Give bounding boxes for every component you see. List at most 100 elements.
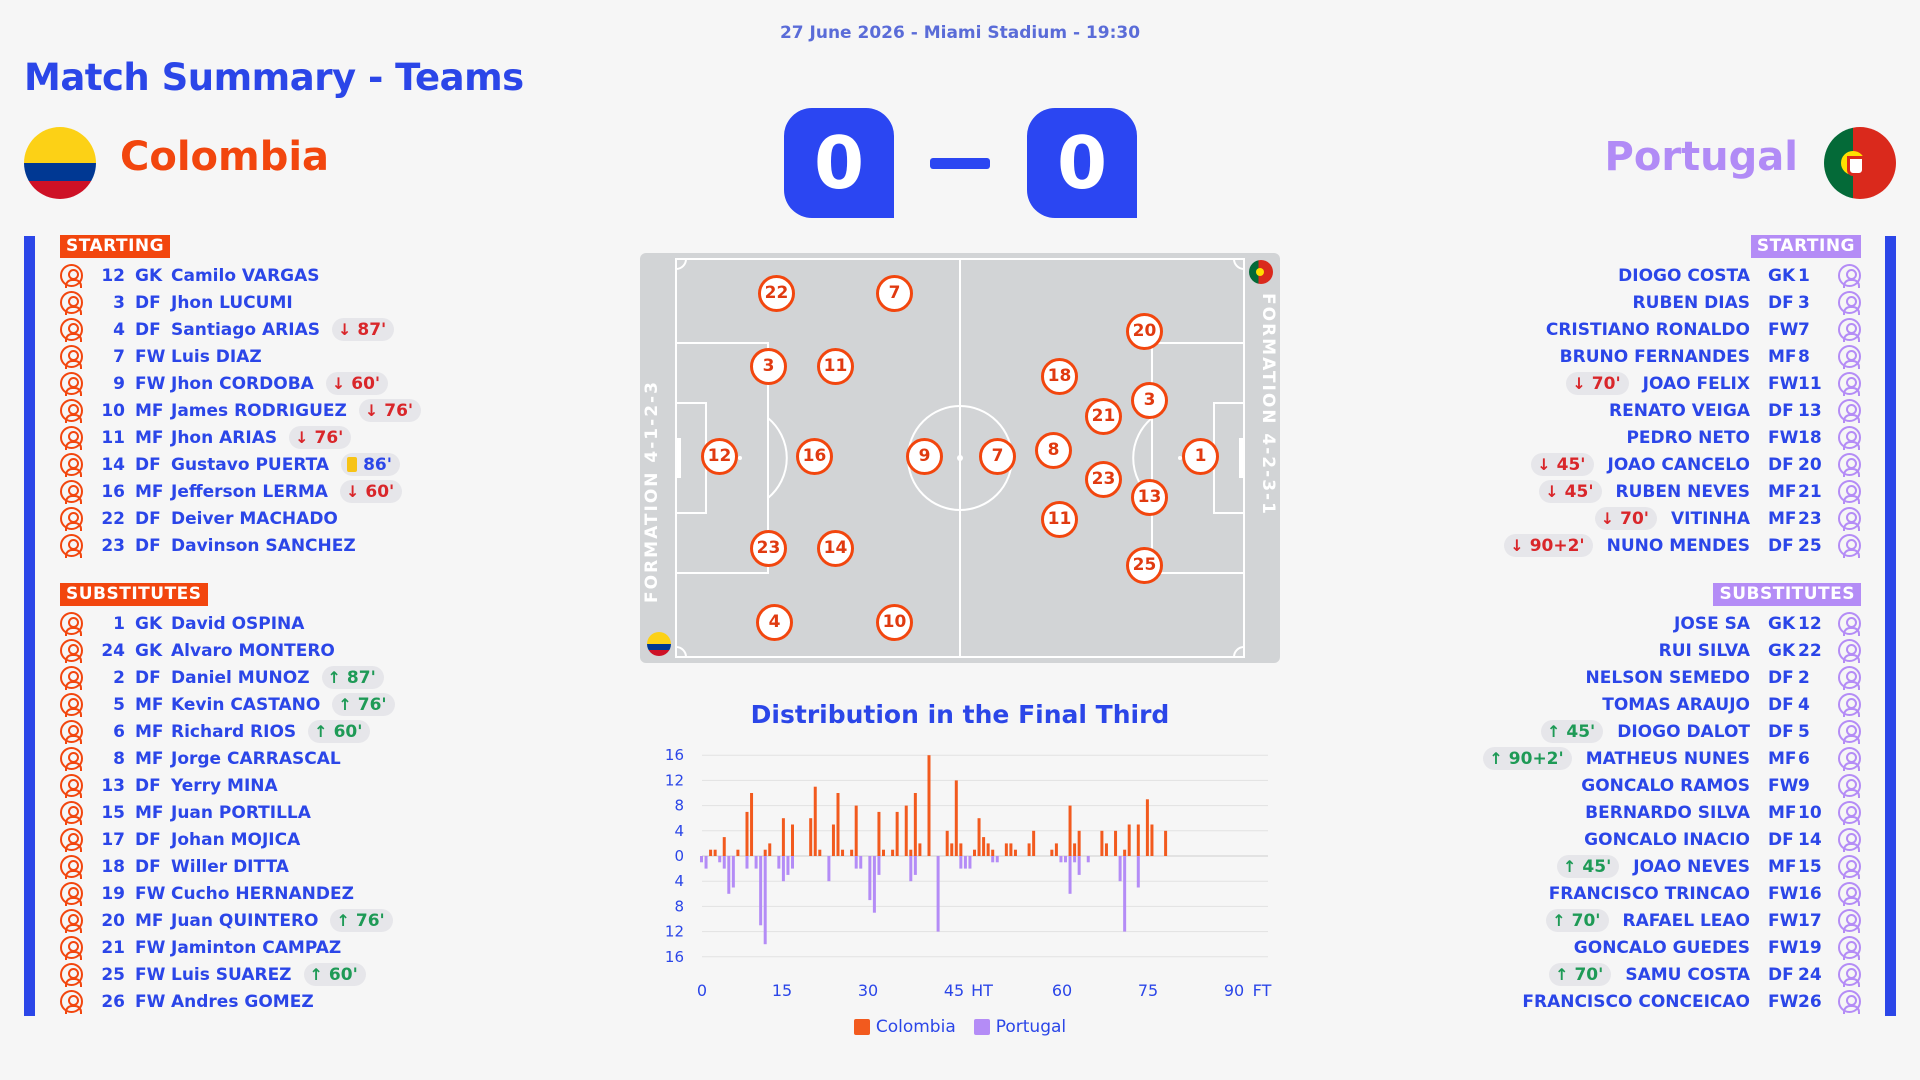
player-number: 10 [101,400,125,421]
colombia-bar [1054,843,1058,856]
substitution-badge: ↑ 70' [1546,909,1609,932]
home-starting-label: STARTING [60,235,171,258]
event-minute: 45' [1566,721,1596,742]
player-icon [60,909,83,933]
player-number: 23 [1798,508,1822,529]
player-name: Willer DITTA [171,856,289,877]
player-icon [1838,291,1861,315]
home-player-marker: 10 [876,604,913,641]
player-number: 17 [1798,910,1822,931]
away-player-marker: 3 [1131,382,1168,419]
player-number: 8 [113,748,125,769]
player-icon [1838,345,1861,369]
event-minute: 76' [355,910,385,931]
colombia-bar [791,824,794,856]
player-row: ↑ 90+2' MATHEUS NUNES MF 6 [1483,745,1861,772]
away-player-marker: 18 [1041,358,1078,395]
event-minute: 76' [314,427,344,448]
player-row: BERNARDO SILVA MF 10 [1483,799,1861,826]
player-name: Jhon LUCUMI [171,292,293,313]
player-icon [60,693,83,717]
player-icon [60,801,83,825]
player-number: 3 [113,292,125,313]
portugal-bar [781,856,785,882]
substitution-badge: ↓ 45' [1531,453,1594,476]
player-position: DF [1768,721,1794,742]
player-number: 4 [113,319,125,340]
player-position: MF [1768,856,1797,877]
arrow-down-icon: ↓ [345,482,360,501]
away-player-marker: 8 [1035,432,1072,469]
colombia-bar [850,849,854,856]
portugal-bar [745,856,749,869]
score-separator [930,158,990,169]
y-tick-label: 0 [674,847,684,865]
player-position: MF [135,910,164,931]
player-position: FW [135,991,166,1012]
home-player-marker: 23 [750,530,787,567]
player-number: 13 [101,775,125,796]
yellow-card-badge: 86' [341,453,400,476]
player-icon [1838,801,1861,825]
home-score: 0 [784,108,894,218]
colombia-bar [1123,849,1127,856]
player-icon [1838,639,1861,663]
substitution-badge: ↓ 70' [1566,372,1629,395]
colombia-bar [1004,843,1008,856]
player-row: ↑ 45' JOAO NEVES MF 15 [1483,853,1861,880]
player-name: DIOGO DALOT [1617,721,1750,742]
player-row: 17 DF Johan MOJICA [60,826,395,853]
portugal-bar [872,856,876,913]
colombia-bar [709,849,713,856]
player-number: 4 [1798,694,1810,715]
player-row: 18 DF Willer DITTA [60,853,395,880]
player-position: FW [1768,883,1799,904]
legend-swatch-portugal [973,1019,990,1035]
player-name: JOAO FELIX [1642,373,1750,394]
colombia-bar [1127,824,1131,856]
portugal-bar [936,856,940,932]
portugal-bar [859,856,863,869]
player-row: 11 MF Jhon ARIAS ↓ 76' [60,424,421,451]
arrow-up-icon: ↑ [1489,749,1503,768]
player-position: DF [1768,667,1794,688]
colombia-flag-icon [24,127,96,199]
away-formation-label: FORMATION 4-2-3-1 [1258,293,1278,516]
colombia-bar [918,843,922,856]
player-row: 3 DF Jhon LUCUMI [60,289,421,316]
player-name: RUBEN DIAS [1632,292,1750,313]
player-position: FW [1768,319,1799,340]
player-row: 19 FW Cucho HERNANDEZ [60,880,395,907]
player-row: 4 DF Santiago ARIAS ↓ 87' [60,316,421,343]
player-name: Jhon CORDOBA [171,373,314,394]
player-icon [1838,399,1861,423]
player-row: ↓ 90+2' NUNO MENDES DF 25 [1504,532,1861,559]
colombia-bar [1150,824,1154,856]
player-number: 18 [101,856,125,877]
player-row: 22 DF Deiver MACHADO [60,505,421,532]
colombia-bar [1013,849,1017,856]
player-number: 2 [113,667,125,688]
player-number: 26 [101,991,125,1012]
player-position: FW [135,937,166,958]
portugal-bar [868,856,872,901]
substitution-badge: ↑ 70' [1549,963,1612,986]
player-icon [60,639,83,663]
arrow-down-icon: ↓ [337,320,352,339]
substitution-badge: ↓ 60' [339,480,403,503]
colombia-bar [1145,799,1149,856]
player-icon [1838,453,1861,477]
player-position: MF [135,694,164,715]
colombia-bar [736,849,740,856]
portugal-bar [1064,856,1067,863]
event-minute: 45' [1582,856,1612,877]
player-icon [1838,426,1861,450]
player-number: 16 [101,481,125,502]
player-position: GK [1768,640,1796,661]
player-position: GK [135,640,163,661]
player-row: 7 FW Luis DIAZ [60,343,421,370]
player-position: GK [135,613,163,634]
event-minute: 76' [384,400,414,421]
player-number: 7 [1798,319,1810,340]
portugal-bar [1136,856,1140,888]
